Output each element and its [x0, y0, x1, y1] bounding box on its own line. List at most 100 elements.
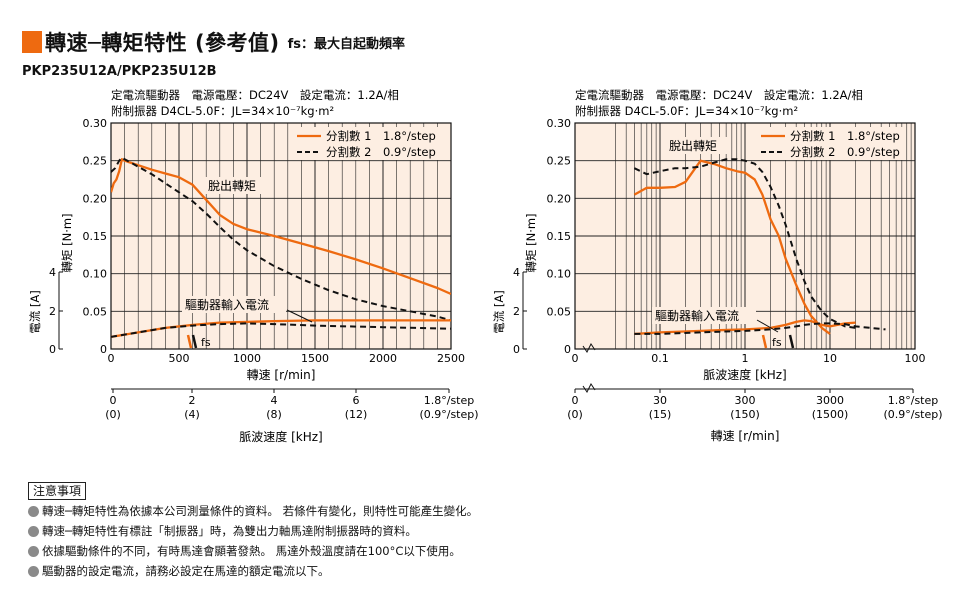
legend-background [757, 127, 903, 160]
x-tick-label: 100 [905, 352, 926, 365]
note-item: 依據驅動條件的不同，有時馬達會顯著發熱。 馬達外殼溫度請在100°C以下使用。 [28, 541, 478, 561]
leader-line [756, 319, 779, 333]
axis-break-icon [582, 383, 596, 393]
secondary-x-axis-label: 轉速 [r/min] [711, 429, 780, 443]
secondary-x-tick-label: 0 [572, 394, 579, 407]
y-tick-label: 0.25 [547, 155, 572, 168]
secondary-x-tick-label-half: (1500) [812, 408, 849, 421]
x-tick-label: 2000 [369, 352, 397, 365]
y-axis-label: 轉矩 [N·m] [60, 213, 74, 272]
axis-break-icon [582, 343, 596, 353]
legend-label: 分割數 2 0.9°/step [326, 145, 436, 159]
secondary-x-axis-label: 脈波速度 [kHz] [239, 429, 322, 444]
y-tick-label: 0.20 [547, 192, 572, 205]
current-tick-label: 2 [49, 305, 56, 318]
secondary-x-tick-label: 2 [189, 394, 196, 407]
secondary-x-tick-label: 1.8°/step [888, 394, 939, 407]
x-tick-label: 1000 [233, 352, 261, 365]
series-line-dashed [111, 322, 451, 338]
input-current-label: 驅動器輸入電流 [185, 297, 269, 312]
leader-line [286, 309, 313, 323]
note-text: 轉速─轉矩特性有標註「制振器」時，為雙出力軸馬達附制振器時的資料。 [42, 524, 417, 538]
legend-label: 分割數 1 1.8°/step [790, 129, 900, 143]
fs-marker-dashed [788, 334, 795, 349]
page-header: 轉速─轉矩特性 (參考值) fs：最大自起動頻率 [22, 26, 405, 58]
fs-label: fs [201, 336, 211, 349]
x-tick-label: 1 [742, 352, 749, 365]
secondary-x-tick-label-half: (8) [266, 408, 282, 421]
annotation-background [652, 307, 756, 324]
current-axis-label: 電流 [A] [492, 290, 506, 334]
secondary-x-tick-label-half: (4) [184, 408, 200, 421]
condition-line-2: 附制振器 D4CL-5.0F：JL=34×10⁻⁷kg·m² [575, 104, 798, 118]
y-tick-label: 0.10 [547, 268, 572, 281]
secondary-x-tick-label: 0 [110, 394, 117, 407]
note-item: 轉速─轉矩特性為依據本公司測量條件的資料。 若條件有變化，則特性可能產生變化。 [28, 501, 478, 521]
y-tick-label: 0.20 [83, 192, 108, 205]
curves-group [111, 156, 451, 339]
secondary-x-tick-label: 4 [271, 394, 278, 407]
condition-line-1: 定電流驅動器 電源電壓：DC24V 設定電流：1.2A/相 [111, 88, 399, 102]
series-line-solid [634, 319, 856, 336]
current-tick-label: 4 [49, 266, 56, 279]
note-text: 依據驅動條件的不同，有時馬達會顯著發熱。 馬達外殼溫度請在100°C以下使用。 [42, 544, 461, 558]
series-line-solid [633, 159, 831, 335]
current-tick-label: 2 [513, 305, 520, 318]
y-tick-label: 0.05 [547, 305, 572, 318]
annotation-background [666, 137, 728, 154]
x-tick-label: 500 [169, 352, 190, 365]
pullout-torque-label: 脫出轉矩 [669, 138, 717, 153]
condition-line-2: 附制振器 D4CL-5.0F：JL=34×10⁻⁷kg·m² [111, 104, 334, 118]
secondary-x-tick-label-half: (0) [105, 408, 121, 421]
fs-marker-dashed [191, 334, 198, 349]
series-line-dashed [634, 322, 886, 335]
current-axis-label: 電流 [A] [28, 290, 42, 334]
x-tick-label: 0 [572, 352, 579, 365]
notes-section: 注意事項 轉速─轉矩特性為依據本公司測量條件的資料。 若條件有變化，則特性可能產… [28, 481, 478, 581]
legend-background [293, 127, 439, 160]
legend-label: 分割數 2 0.9°/step [790, 145, 900, 159]
secondary-x-tick-label-half: (0) [567, 408, 583, 421]
notes-title: 注意事項 [28, 482, 87, 500]
y-tick-label: 0.15 [83, 230, 108, 243]
secondary-x-tick-label-half: (12) [345, 408, 368, 421]
curves-group [633, 158, 886, 336]
x-tick-label: 0 [108, 352, 115, 365]
note-item: 驅動器的設定電流，請務必設定在馬達的額定電流以下。 [28, 561, 478, 581]
series-line-solid [111, 158, 451, 296]
annotation-background [205, 177, 267, 194]
y-tick-label: 0.30 [83, 117, 108, 130]
secondary-x-tick-label-half: (150) [730, 408, 760, 421]
y-tick-label: 0 [100, 343, 107, 356]
y-tick-label: 0.05 [83, 305, 108, 318]
secondary-x-tick-label-half: (15) [649, 408, 672, 421]
x-tick-label: 10 [823, 352, 837, 365]
x-tick-label: 2500 [437, 352, 465, 365]
x-tick-label: 0.1 [651, 352, 669, 365]
y-tick-label: 0.25 [83, 155, 108, 168]
note-text: 驅動器的設定電流，請務必設定在馬達的額定電流以下。 [42, 564, 330, 578]
fs-marker-solid [761, 334, 768, 349]
fs-label: fs [772, 336, 782, 349]
pullout-torque-label: 脫出轉矩 [208, 178, 256, 193]
x-axis-label: 脈波速度 [kHz] [703, 367, 786, 382]
x-axis-label: 轉速 [r/min] [247, 368, 316, 382]
secondary-x-tick-label: 1.8°/step [424, 394, 475, 407]
y-tick-label: 0.30 [547, 117, 572, 130]
secondary-x-tick-label: 30 [653, 394, 667, 407]
y-tick-label: 0 [564, 343, 571, 356]
secondary-x-tick-label: 300 [735, 394, 756, 407]
current-tick-label: 4 [513, 266, 520, 279]
secondary-x-tick-label-half: (0.9°/step) [883, 408, 942, 421]
page-title: 轉速─轉矩特性 (參考值) [45, 31, 280, 55]
orange-square-icon [22, 31, 42, 53]
fs-marker-solid [186, 334, 193, 349]
legend-label: 分割數 1 1.8°/step [326, 129, 436, 143]
y-axis-label: 轉矩 [N·m] [524, 213, 538, 272]
note-text: 轉速─轉矩特性為依據本公司測量條件的資料。 若條件有變化，則特性可能產生變化。 [42, 504, 479, 518]
bullet-icon [28, 525, 39, 537]
bullet-icon [28, 505, 39, 517]
